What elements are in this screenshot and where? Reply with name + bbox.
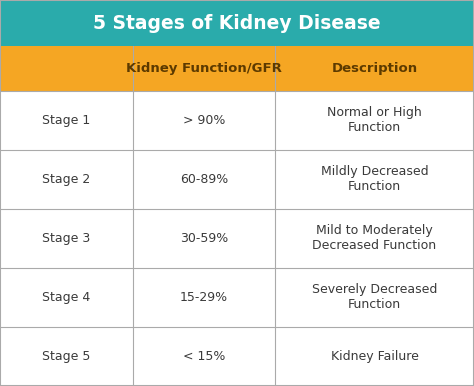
Text: Kidney Function/GFR: Kidney Function/GFR xyxy=(126,62,282,75)
Text: Stage 4: Stage 4 xyxy=(42,291,91,304)
Text: Stage 2: Stage 2 xyxy=(42,173,91,186)
Bar xyxy=(0,46,474,91)
Bar xyxy=(0,0,474,46)
Text: Description: Description xyxy=(331,62,418,75)
Text: Normal or High
Function: Normal or High Function xyxy=(327,106,422,134)
Text: Mild to Moderately
Decreased Function: Mild to Moderately Decreased Function xyxy=(312,224,437,252)
Text: 30-59%: 30-59% xyxy=(180,232,228,245)
Text: 5 Stages of Kidney Disease: 5 Stages of Kidney Disease xyxy=(93,14,381,33)
Bar xyxy=(0,209,474,268)
Bar xyxy=(0,268,474,327)
Text: 60-89%: 60-89% xyxy=(180,173,228,186)
Text: Kidney Failure: Kidney Failure xyxy=(330,350,419,363)
Bar xyxy=(0,91,474,150)
Text: Stage 1: Stage 1 xyxy=(42,114,91,127)
Text: Stage 5: Stage 5 xyxy=(42,350,91,363)
Text: 15-29%: 15-29% xyxy=(180,291,228,304)
Bar xyxy=(0,327,474,386)
Bar xyxy=(0,150,474,209)
Text: > 90%: > 90% xyxy=(182,114,225,127)
Text: Stage 3: Stage 3 xyxy=(42,232,91,245)
Text: Severely Decreased
Function: Severely Decreased Function xyxy=(312,283,437,312)
Text: < 15%: < 15% xyxy=(182,350,225,363)
Text: Mildly Decreased
Function: Mildly Decreased Function xyxy=(320,165,428,193)
